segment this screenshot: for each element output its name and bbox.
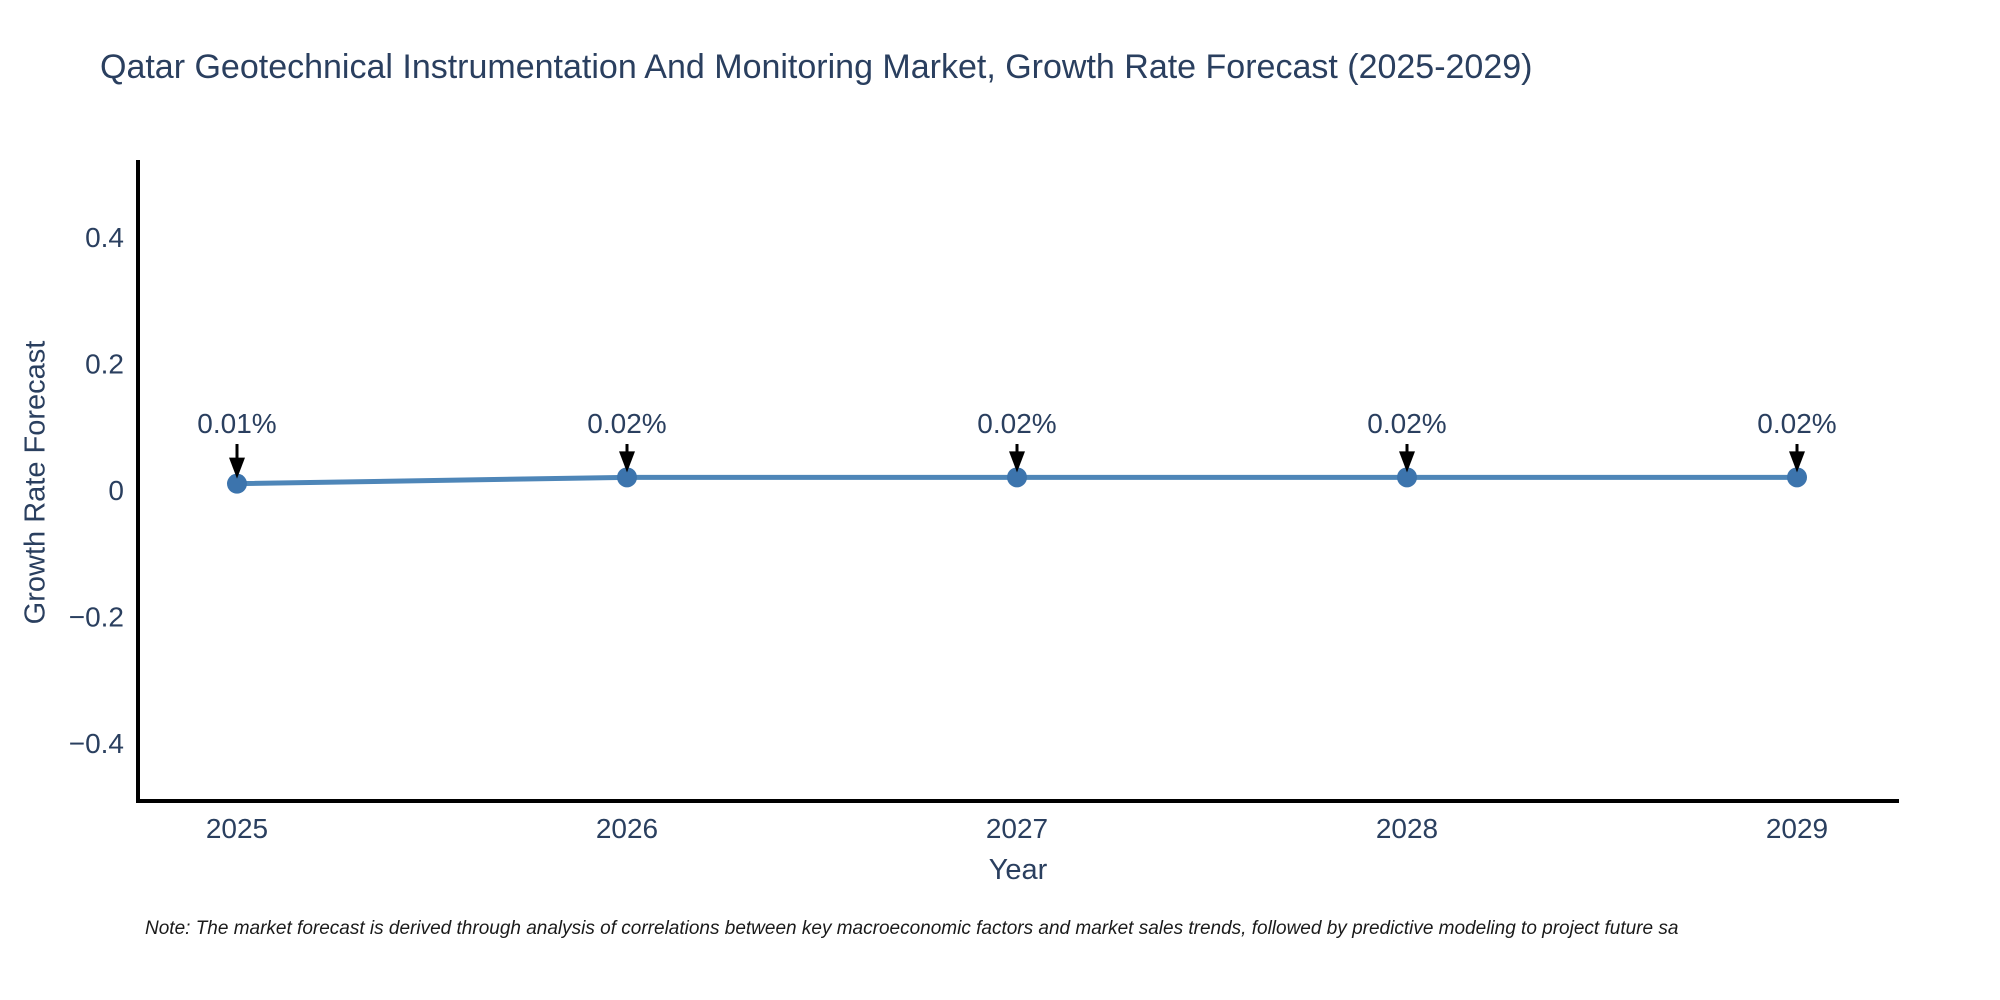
footnote: Note: The market forecast is derived thr… (145, 918, 1679, 939)
annotation-label: 0.01% (197, 408, 276, 439)
y-tick-label: 0.2 (85, 348, 124, 379)
y-tick-label: 0 (108, 475, 124, 506)
x-axis-title: Year (988, 854, 1048, 886)
y-tick-label: −0.4 (69, 728, 124, 759)
annotation-arrowhead (1399, 451, 1415, 473)
annotation-arrowhead (1789, 451, 1805, 473)
x-tick-label: 2029 (1766, 813, 1828, 844)
annotation-arrowhead (1009, 451, 1025, 473)
data-point (1007, 467, 1027, 488)
chart-title: Qatar Geotechnical Instrumentation And M… (100, 48, 1533, 86)
annotation-label: 0.02% (1757, 408, 1836, 439)
annotation-label: 0.02% (587, 408, 666, 439)
y-tick-label: −0.2 (69, 602, 124, 633)
x-tick-label: 2025 (206, 813, 268, 844)
x-tick-label: 2028 (1376, 813, 1438, 844)
y-axis-title: Growth Rate Forecast (19, 340, 52, 625)
y-tick-label: 0.4 (85, 222, 124, 253)
x-tick-label: 2027 (986, 813, 1048, 844)
data-point (617, 467, 637, 488)
annotation-arrowhead (229, 457, 245, 479)
data-point (227, 473, 247, 494)
data-point (1787, 467, 1807, 488)
x-tick-label: 2026 (596, 813, 658, 844)
annotation-label: 0.02% (977, 408, 1056, 439)
annotation-arrowhead (619, 451, 635, 473)
annotation-label: 0.02% (1367, 408, 1446, 439)
data-point (1397, 467, 1417, 488)
